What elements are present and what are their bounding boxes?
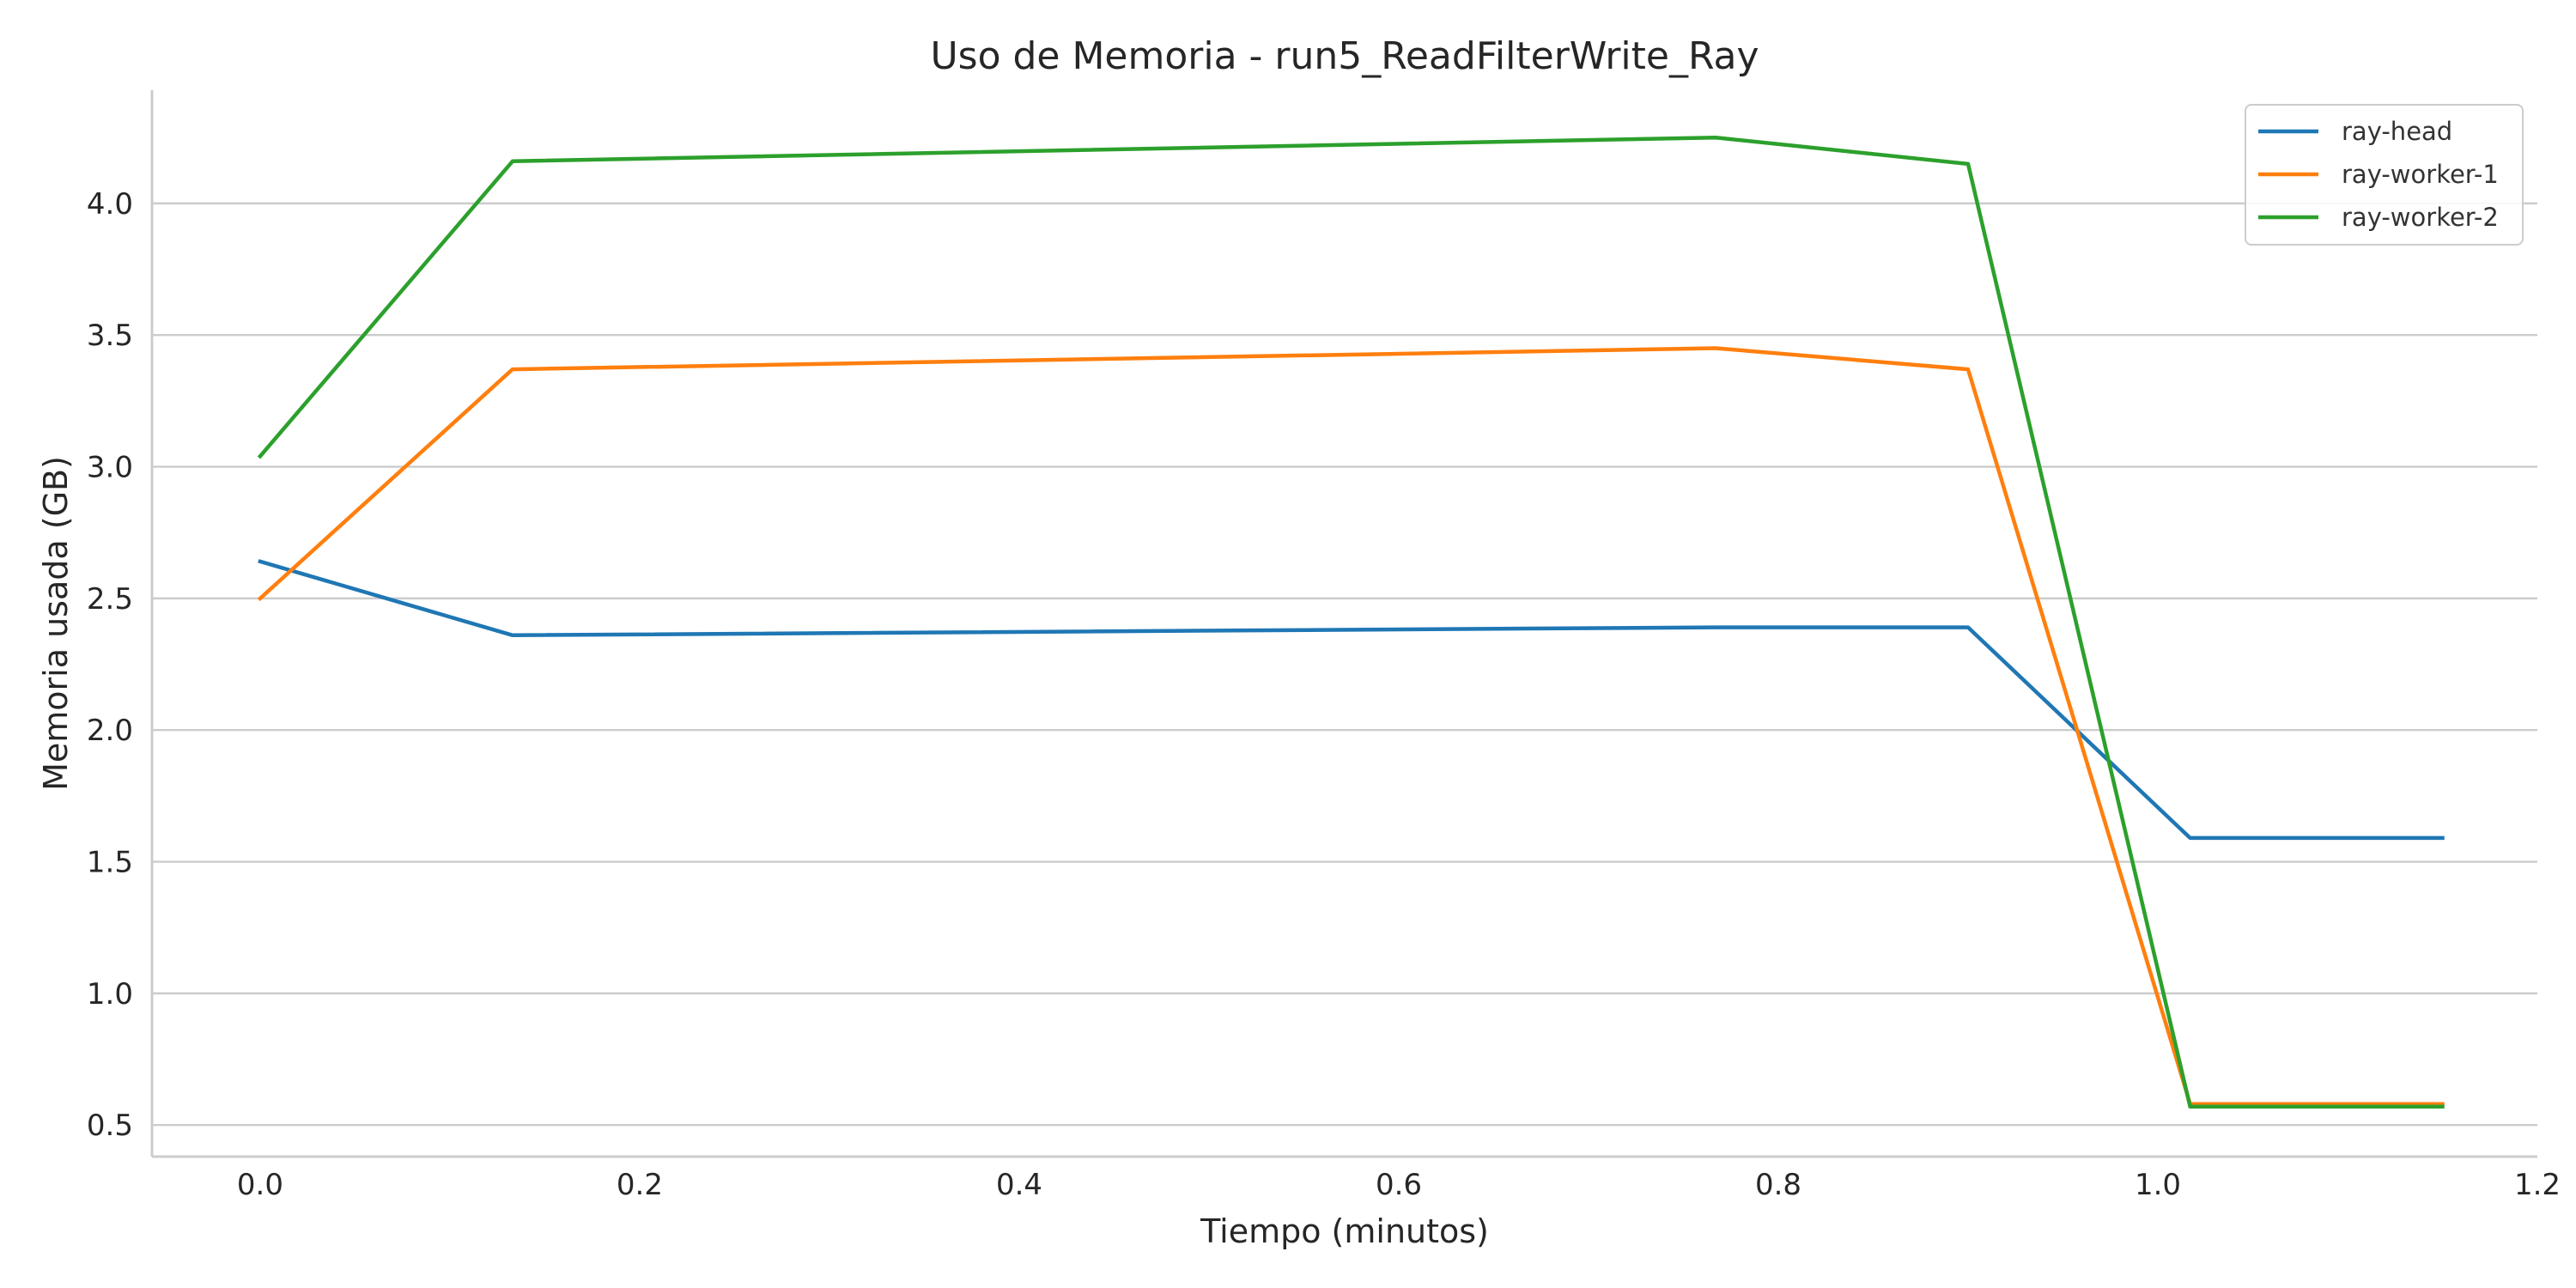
y-axis-label: Memoria usada (GB)	[37, 456, 75, 791]
y-tick-label: 2.0	[87, 714, 133, 748]
x-tick-label: 1.2	[2514, 1168, 2561, 1202]
legend-label-ray-head: ray-head	[2342, 117, 2452, 146]
gridlines	[152, 202, 2537, 1127]
x-tick-label: 0.6	[1376, 1168, 1422, 1202]
data-series	[257, 135, 2445, 1109]
series-line-ray-head	[258, 559, 2445, 841]
y-tick-label: 0.5	[87, 1109, 133, 1143]
y-tick-labels: 0.5 1.0 1.5 2.0 2.5 3.0 3.5 4.0	[87, 187, 133, 1143]
x-tick-label: 1.0	[2135, 1168, 2181, 1202]
legend: ray-head ray-worker-1 ray-worker-2	[2245, 104, 2524, 246]
y-tick-label: 1.5	[87, 846, 133, 880]
y-tick-label: 3.5	[87, 319, 133, 353]
legend-frame	[2245, 104, 2524, 246]
x-tick-label: 0.0	[237, 1168, 283, 1202]
x-tick-labels: 0.0 0.2 0.4 0.6 0.8 1.0 1.2	[237, 1168, 2561, 1202]
chart-title: Uso de Memoria - run5_ReadFilterWrite_Ra…	[930, 34, 1759, 78]
y-tick-label: 2.5	[87, 582, 133, 617]
legend-label-ray-worker-1: ray-worker-1	[2342, 160, 2499, 189]
y-tick-label: 4.0	[87, 187, 133, 222]
y-tick-label: 3.0	[87, 451, 133, 485]
series-line-ray-worker-2	[257, 135, 2445, 1109]
x-axis-label: Tiempo (minutos)	[1200, 1212, 1489, 1250]
legend-label-ray-worker-2: ray-worker-2	[2342, 203, 2499, 232]
x-tick-label: 0.4	[996, 1168, 1042, 1202]
series-line-ray-worker-1	[257, 346, 2445, 1106]
y-tick-label: 1.0	[87, 977, 133, 1012]
x-tick-label: 0.2	[617, 1168, 663, 1202]
x-tick-label: 0.8	[1755, 1168, 1801, 1202]
